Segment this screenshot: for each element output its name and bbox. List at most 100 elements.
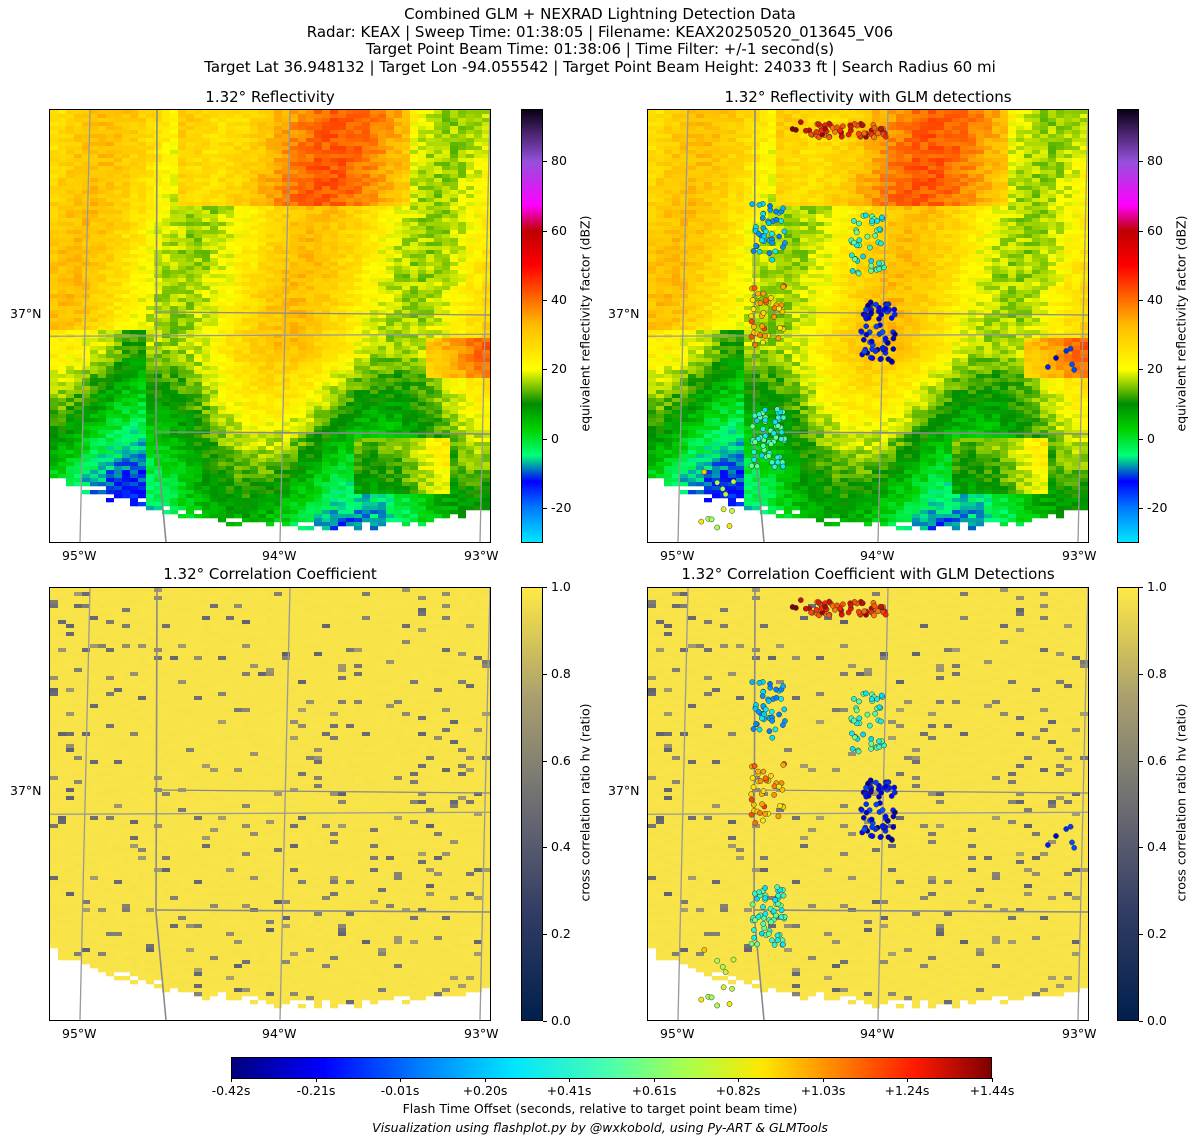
glm-flash-point (878, 240, 884, 247)
panel-title-reflectivity: 1.32° Reflectivity (49, 88, 491, 106)
glm-flash-point (768, 708, 775, 715)
glm-flash-point (771, 792, 777, 798)
glm-flash-point (769, 734, 776, 741)
glm-flash-point (802, 127, 809, 134)
title-line-3: Target Point Beam Time: 01:38:06 | Time … (0, 40, 1200, 59)
glm-flash-point (780, 463, 786, 470)
glm-flash-point (862, 690, 869, 697)
x-tick-95w: 95°W (660, 548, 695, 563)
glm-flash-point (780, 941, 786, 948)
glm-flash-point (772, 248, 779, 255)
glm-flash-point (765, 220, 772, 226)
glm-flash-point (813, 129, 820, 135)
reflectivity-colorbar-tick-mark (1139, 231, 1143, 232)
correlation-field (648, 588, 1088, 1009)
glm-flash-point (748, 791, 755, 798)
glm-flash-point (826, 134, 832, 141)
reflectivity-colorbar-tick-label: 20 (551, 361, 567, 376)
correlation-colorbar-tick-mark (1139, 934, 1143, 935)
glm-flash-point (797, 597, 804, 603)
glm-flash-point (701, 947, 708, 953)
glm-flash-point (771, 464, 778, 470)
glm-flash-point (778, 436, 785, 442)
glm-flash-point (861, 826, 868, 833)
glm-flash-point (878, 311, 885, 318)
glm-flash-point (760, 817, 766, 824)
glm-flash-point (751, 285, 758, 291)
glm-flash-point (856, 237, 863, 244)
glm-flash-point (781, 706, 788, 713)
glm-flash-point (855, 270, 862, 277)
correlation-colorbar-tick-mark (1139, 847, 1143, 848)
glm-flash-point (878, 718, 884, 725)
reflectivity-colorbar (1117, 109, 1139, 543)
glm-flash-point (856, 698, 862, 705)
glm-flash-point (1069, 361, 1075, 368)
glm-flash-point (778, 218, 785, 224)
glm-flash-point (774, 406, 781, 413)
correlation-colorbar-tick-label: 0.4 (1147, 839, 1167, 854)
glm-flash-point (751, 927, 757, 933)
glm-flash-point (762, 417, 769, 423)
glm-flash-point (853, 229, 860, 236)
glm-flash-point (765, 931, 772, 937)
reflectivity-colorbar-tick-label: 60 (551, 223, 567, 238)
glm-flash-point (750, 801, 757, 808)
correlation-colorbar-tick-label: 1.0 (551, 579, 571, 594)
longitude-gridline (677, 110, 689, 542)
state-border (155, 431, 490, 435)
x-tick-93w: 93°W (1062, 1026, 1097, 1041)
glm-flash-point (855, 130, 862, 137)
glm-flash-point (772, 726, 779, 733)
glm-flash-point (750, 726, 757, 732)
correlation-colorbar-tick-label: 0.6 (551, 753, 571, 768)
latitude-gridline (50, 333, 490, 337)
glm-flash-point (756, 726, 763, 733)
glm-flash-point (775, 813, 782, 820)
reflectivity-colorbar-tick-label: 20 (1147, 361, 1163, 376)
glm-flash-point (776, 305, 782, 312)
glm-flash-point (750, 248, 757, 254)
glm-flash-point (868, 262, 875, 269)
glm-flash-point (840, 123, 846, 130)
glm-flash-point (860, 731, 866, 738)
reflectivity-colorbar-tick-label: 40 (551, 292, 567, 307)
glm-flash-point (866, 722, 873, 729)
glm-flash-point (770, 908, 777, 915)
glm-flash-point (865, 780, 872, 787)
glm-flash-point (781, 228, 788, 235)
glm-flash-point (778, 907, 785, 914)
state-border (155, 588, 167, 1020)
flash-offset-tick-label: +0.82s (716, 1083, 761, 1098)
glm-flash-point (762, 333, 768, 339)
county-border (753, 311, 1088, 316)
glm-flash-point (749, 297, 756, 303)
flash-offset-tick-label: +0.20s (463, 1083, 508, 1098)
glm-flash-point (1053, 833, 1059, 839)
glm-flash-point (891, 311, 898, 318)
reflectivity-colorbar-tick-label: 80 (551, 153, 567, 168)
glm-flash-point (722, 491, 729, 498)
reflectivity-colorbar-tick-mark (543, 300, 547, 301)
correlation-colorbar-tick-mark (543, 587, 547, 588)
glm-flash-point (760, 768, 767, 775)
glm-flash-point (756, 680, 763, 686)
glm-flash-point (774, 454, 781, 461)
flash-offset-tick-label: +1.44s (970, 1083, 1015, 1098)
glm-flash-point (752, 439, 758, 445)
reflectivity-colorbar-tick-mark (543, 231, 547, 232)
correlation-colorbar (521, 587, 543, 1021)
flash-offset-tick-label: +0.41s (547, 1083, 592, 1098)
reflectivity-colorbar-tick-mark (1139, 369, 1143, 370)
longitude-gridline (677, 588, 689, 1020)
glm-flash-point (757, 778, 764, 784)
glm-flash-point (851, 717, 857, 724)
glm-flash-point (780, 414, 787, 421)
glm-flash-point (879, 807, 886, 813)
glm-flash-point (714, 479, 721, 486)
glm-flash-point (808, 609, 814, 616)
glm-flash-point (729, 985, 735, 992)
glm-flash-point (780, 205, 786, 212)
glm-flash-point (768, 919, 774, 925)
glm-flash-point (751, 763, 758, 769)
